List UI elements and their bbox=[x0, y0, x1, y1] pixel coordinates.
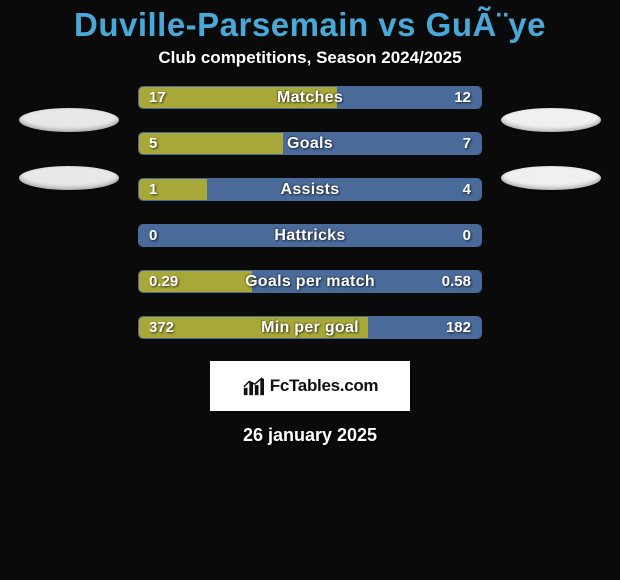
stat-bars: 1712Matches57Goals14Assists00Hattricks0.… bbox=[138, 86, 482, 339]
page-title: Duville-Parsemain vs GuÃ¨ye bbox=[0, 0, 620, 48]
subtitle: Club competitions, Season 2024/2025 bbox=[0, 48, 620, 86]
stat-bar: 14Assists bbox=[138, 178, 482, 201]
right-photo-placeholder-1 bbox=[501, 108, 601, 132]
bar-value-left: 5 bbox=[139, 133, 167, 154]
logo-text: FcTables.com bbox=[270, 376, 379, 396]
left-photo-placeholder-1 bbox=[19, 108, 119, 132]
stat-bar: 00Hattricks bbox=[138, 224, 482, 247]
bar-value-right: 0.58 bbox=[432, 271, 481, 292]
bar-value-left: 17 bbox=[139, 87, 176, 108]
stat-bar: 0.290.58Goals per match bbox=[138, 270, 482, 293]
stat-bar: 57Goals bbox=[138, 132, 482, 155]
logo-box: FcTables.com bbox=[210, 361, 410, 411]
right-side bbox=[496, 86, 606, 190]
comparison-wrap: 1712Matches57Goals14Assists00Hattricks0.… bbox=[0, 86, 620, 339]
bar-value-left: 0 bbox=[139, 225, 167, 246]
bar-value-right: 182 bbox=[436, 317, 481, 338]
stat-bar: 372182Min per goal bbox=[138, 316, 482, 339]
bar-fill-right bbox=[283, 133, 481, 154]
stat-bar: 1712Matches bbox=[138, 86, 482, 109]
bars-icon bbox=[242, 375, 264, 397]
bar-value-right: 7 bbox=[453, 133, 481, 154]
bar-value-right: 12 bbox=[444, 87, 481, 108]
bar-value-right: 0 bbox=[453, 225, 481, 246]
bar-fill-right bbox=[207, 179, 481, 200]
bar-value-left: 0.29 bbox=[139, 271, 188, 292]
right-photo-placeholder-2 bbox=[501, 166, 601, 190]
bar-value-right: 4 bbox=[453, 179, 481, 200]
bar-value-left: 1 bbox=[139, 179, 167, 200]
bar-value-left: 372 bbox=[139, 317, 184, 338]
date: 26 january 2025 bbox=[0, 425, 620, 446]
left-side bbox=[14, 86, 124, 190]
left-photo-placeholder-2 bbox=[19, 166, 119, 190]
